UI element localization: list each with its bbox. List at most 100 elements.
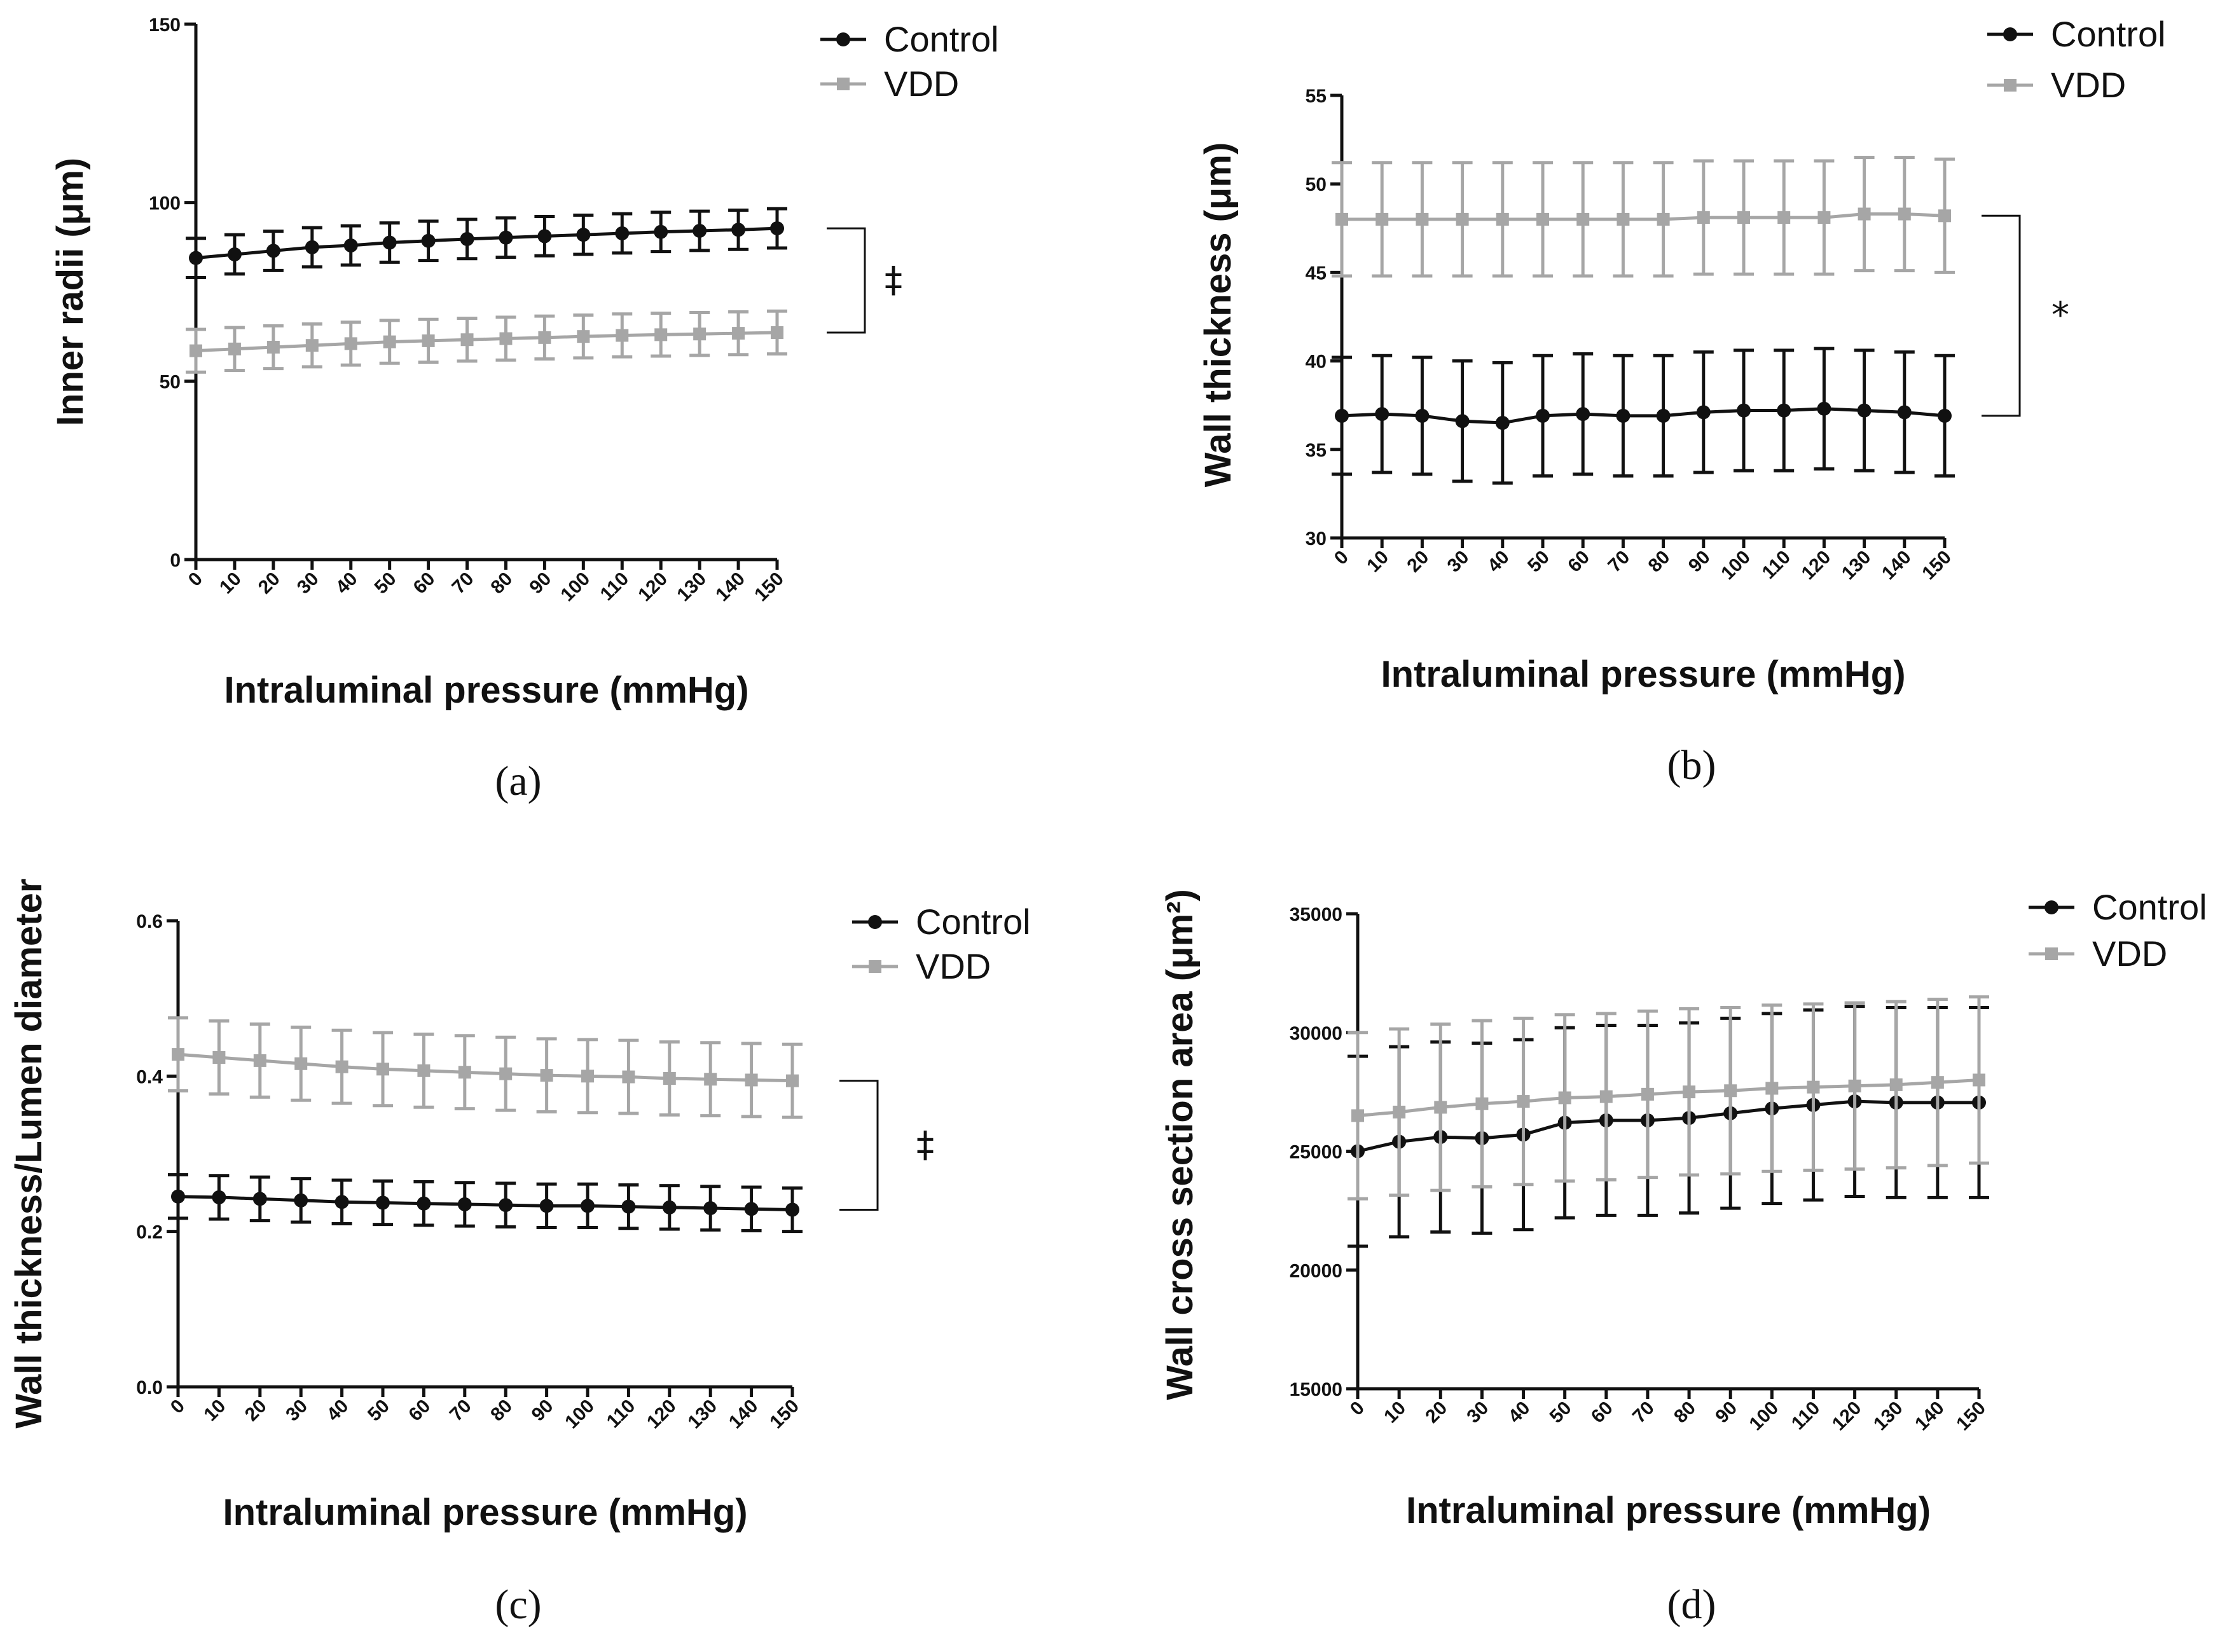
y-axis-title: Wall thickness/Lumen diameter (8, 879, 50, 1429)
data-point (1475, 1097, 1489, 1110)
data-point (1858, 207, 1871, 221)
x-tick-label: 150 (1918, 547, 1955, 584)
y-tick-label: 0.4 (136, 1066, 163, 1087)
data-point (1938, 408, 1952, 423)
data-point (1807, 1080, 1820, 1094)
x-tick-label: 0 (167, 1396, 189, 1418)
series-line (1341, 407, 1945, 425)
y-tick-label: 30000 (1290, 1023, 1342, 1044)
data-point (615, 226, 630, 240)
data-point (745, 1073, 758, 1087)
x-tick-label: 70 (1604, 547, 1634, 577)
data-point (334, 1195, 349, 1209)
data-point (1697, 211, 1710, 224)
data-point (457, 1197, 472, 1211)
x-tick-label: 50 (371, 568, 401, 598)
panel-label: (d) (1667, 1581, 1716, 1628)
data-point (294, 1057, 308, 1070)
data-point (1375, 407, 1389, 422)
data-point (621, 1199, 636, 1214)
data-point (1335, 212, 1348, 226)
data-point (172, 1048, 184, 1061)
data-point (581, 1070, 594, 1083)
x-tick-label: 120 (643, 1396, 680, 1433)
data-point (576, 228, 591, 242)
data-point (1495, 416, 1510, 430)
data-point (212, 1051, 226, 1064)
legend-label: Control (2092, 887, 2207, 927)
series-line (177, 1195, 793, 1211)
y-tick-label: 55 (1306, 86, 1327, 107)
legend-marker (868, 915, 882, 929)
x-tick-label: 70 (1629, 1398, 1658, 1428)
data-point (266, 341, 280, 354)
x-tick-label: 120 (634, 568, 672, 606)
data-point (577, 330, 590, 343)
data-point (383, 335, 396, 348)
x-tick-label: 130 (1838, 547, 1875, 584)
x-tick-label: 140 (1911, 1398, 1948, 1435)
x-tick-label: 110 (596, 568, 633, 605)
x-tick-label: 90 (528, 1396, 558, 1426)
significance-bracket: ‡ (839, 1080, 934, 1211)
data-point (1737, 211, 1750, 224)
data-point (1434, 1101, 1447, 1114)
data-point (1897, 405, 1912, 420)
x-tick-label: 100 (557, 568, 595, 606)
y-tick-label: 0.0 (136, 1377, 163, 1398)
data-point (654, 224, 668, 239)
data-point (253, 1054, 266, 1067)
data-point (499, 332, 513, 345)
y-tick-label: 0 (170, 550, 181, 571)
data-point (1393, 1105, 1406, 1119)
data-point (382, 235, 397, 250)
data-point (417, 1064, 431, 1077)
data-point (785, 1202, 799, 1217)
x-tick-label: 80 (486, 1396, 516, 1426)
data-point (1455, 414, 1470, 429)
x-tick-label: 40 (1505, 1398, 1534, 1428)
significance-bracket: * (1982, 214, 2069, 417)
legend-marker (837, 78, 850, 90)
data-point (171, 1189, 185, 1204)
series-line (195, 331, 778, 353)
x-tick-label: 120 (1798, 547, 1835, 584)
series-control (1348, 1005, 1989, 1248)
data-point (732, 327, 745, 340)
x-tick-label: 70 (446, 1396, 476, 1426)
data-point (189, 251, 203, 265)
data-point (1765, 1082, 1779, 1095)
legend-marker (2045, 947, 2058, 960)
series-vdd (1332, 155, 1955, 278)
data-point (1683, 1085, 1696, 1099)
data-point (1857, 403, 1872, 418)
data-point (499, 1067, 513, 1080)
data-point (266, 244, 280, 258)
data-point (616, 329, 629, 342)
x-tick-label: 110 (1788, 1398, 1824, 1435)
data-point (1617, 212, 1630, 226)
x-tick-label: 30 (1463, 1398, 1493, 1428)
x-tick-label: 50 (1546, 1398, 1576, 1428)
series-vdd (186, 309, 787, 374)
y-tick-label: 0.6 (136, 911, 163, 932)
data-point (252, 1192, 267, 1206)
y-axis-title: Inner radii (μm) (50, 158, 91, 426)
y-tick-label: 45 (1306, 263, 1327, 284)
data-point (417, 1196, 431, 1211)
data-point (335, 1060, 348, 1073)
y-tick-label: 100 (149, 193, 181, 214)
data-point (1517, 1095, 1530, 1108)
data-point (376, 1195, 390, 1210)
x-tick-label: 90 (525, 568, 555, 598)
data-point (654, 328, 668, 341)
y-axis-title: Wall cross section area (μm²) (1159, 889, 1201, 1400)
data-point (622, 1070, 635, 1084)
significance-bracket: ‡ (827, 227, 902, 334)
x-tick-label: 0 (184, 568, 207, 591)
x-tick-label: 10 (216, 568, 245, 598)
data-point (190, 344, 202, 357)
